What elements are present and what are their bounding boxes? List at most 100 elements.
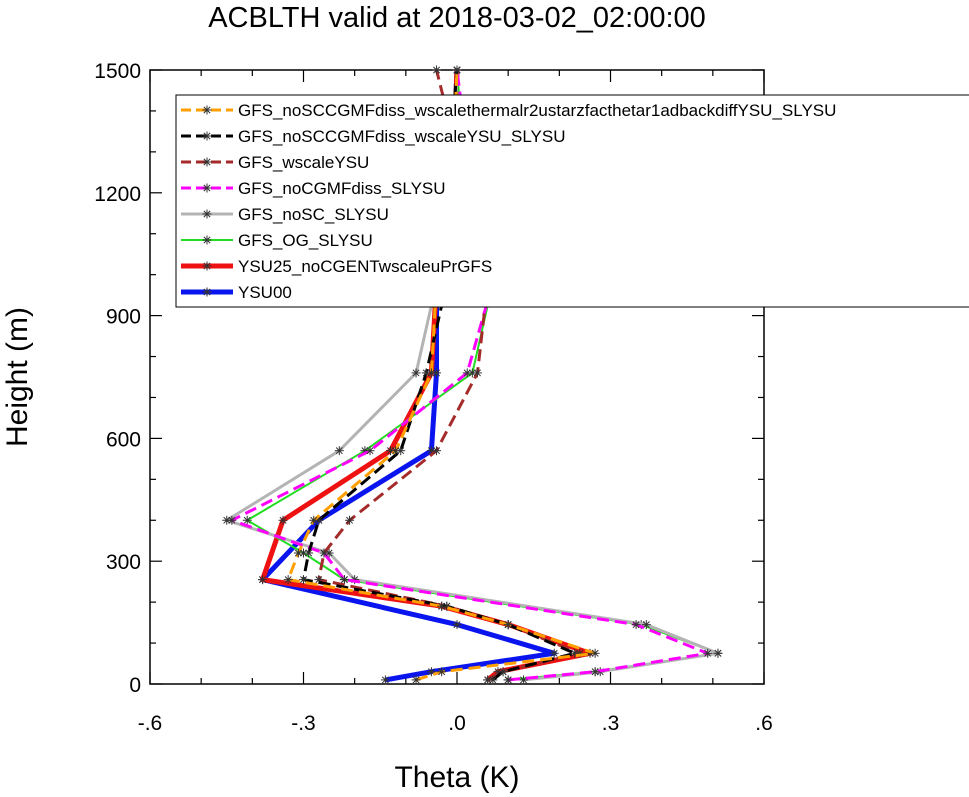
data-point: [283, 575, 293, 585]
data-point: [703, 648, 713, 658]
marker-stroke: [438, 602, 446, 610]
marker-stroke: [386, 447, 394, 455]
x-axis-label: Theta (K): [394, 761, 519, 794]
marker-stroke: [392, 447, 400, 455]
data-point: [590, 667, 600, 677]
legend-marker: [202, 131, 212, 141]
marker-stroke: [473, 369, 481, 377]
legend: GFS_noSCCGMFdiss_wscalethermalr2ustarzfa…: [175, 94, 969, 308]
marker-stroke: [203, 106, 211, 114]
marker-stroke: [422, 369, 430, 377]
marker-stroke: [632, 621, 640, 629]
y-tick-label: 300: [106, 551, 141, 574]
data-point: [304, 548, 314, 558]
data-point: [503, 620, 513, 630]
marker-stroke: [310, 516, 318, 524]
data-point: [319, 548, 329, 558]
x-tick-label: .0: [448, 712, 466, 735]
marker-stroke: [504, 621, 512, 629]
data-point: [498, 667, 508, 677]
data-point: [437, 601, 447, 611]
chart-title: ACBLTH valid at 2018-03-02_02:00:00: [208, 2, 706, 34]
data-point: [590, 648, 600, 658]
data-point: [631, 620, 641, 630]
x-tick-label: .6: [755, 712, 773, 735]
data-point: [426, 368, 436, 378]
x-tick-label: -.6: [138, 712, 163, 735]
data-point: [503, 675, 513, 685]
marker-stroke: [704, 649, 712, 657]
data-point: [549, 648, 559, 658]
marker-stroke: [412, 369, 420, 377]
data-point: [309, 515, 319, 525]
series-line: [230, 69, 710, 682]
marker-stroke: [504, 676, 512, 684]
marker-stroke: [203, 158, 211, 166]
marker-stroke: [203, 288, 211, 296]
marker-stroke: [294, 549, 302, 557]
data-point: [391, 446, 401, 456]
legend-label: GFS_noSCCGMFdiss_wscaleYSU_SLYSU: [238, 127, 566, 146]
marker-stroke: [259, 576, 267, 584]
marker-stroke: [591, 668, 599, 676]
legend-item: YSU25_noCGENTwscaleuPrGFS: [181, 257, 492, 276]
data-point: [452, 620, 462, 630]
marker-stroke: [520, 676, 528, 684]
marker-stroke: [340, 576, 348, 584]
legend-marker: [202, 209, 212, 219]
marker-stroke: [203, 184, 211, 192]
y-tick-label: 900: [106, 306, 141, 329]
legend-item: GFS_wscaleYSU: [181, 153, 369, 172]
marker-stroke: [427, 447, 435, 455]
data-point: [432, 446, 442, 456]
marker-stroke: [315, 576, 323, 584]
data-point: [227, 515, 237, 525]
data-point: [452, 65, 462, 75]
marker-stroke: [305, 549, 313, 557]
data-point: [380, 675, 390, 685]
marker-stroke: [279, 516, 287, 524]
legend-item: GFS_noSCCGMFdiss_wscaleYSU_SLYSU: [181, 127, 566, 146]
y-axis-label: Height (m): [1, 307, 34, 447]
marker-stroke: [315, 516, 323, 524]
data-point: [242, 515, 252, 525]
data-point: [334, 446, 344, 456]
marker-stroke: [433, 369, 441, 377]
legend-marker: [202, 235, 212, 245]
legend-marker: [202, 287, 212, 297]
data-point: [570, 648, 580, 658]
marker-stroke: [223, 516, 231, 524]
marker-stroke: [346, 516, 354, 524]
marker-stroke: [243, 516, 251, 524]
legend-label: GFS_noSC_SLYSU: [238, 205, 389, 224]
marker-stroke: [438, 668, 446, 676]
legend-box: [175, 94, 969, 308]
marker-stroke: [571, 649, 579, 657]
data-point: [345, 515, 355, 525]
marker-stroke: [427, 369, 435, 377]
legend-marker: [202, 183, 212, 193]
y-axis: 0 300 600 900 1200 1500: [94, 60, 764, 697]
legend-label: GFS_OG_SLYSU: [238, 231, 373, 250]
marker-stroke: [468, 369, 476, 377]
data-point: [299, 575, 308, 585]
marker-stroke: [284, 576, 292, 584]
legend-label: GFS_noSCCGMFdiss_wscalethermalr2ustarzfa…: [238, 101, 836, 120]
data-point: [278, 515, 288, 525]
legend-item: GFS_noSC_SLYSU: [181, 205, 389, 224]
x-tick-label: .3: [602, 712, 620, 735]
marker-stroke: [203, 236, 211, 244]
data-point: [713, 648, 723, 658]
marker-stroke: [499, 668, 507, 676]
legend-marker: [202, 261, 212, 271]
y-tick-label: 1500: [94, 60, 141, 83]
marker-stroke: [203, 210, 211, 218]
x-axis: -.6 -.3 .0 .3 .6: [138, 70, 773, 735]
marker-stroke: [591, 649, 599, 657]
marker-stroke: [443, 602, 451, 610]
marker-stroke: [412, 676, 420, 684]
legend-label: GFS_noCGMFdiss_SLYSU: [238, 179, 446, 198]
marker-stroke: [714, 649, 722, 657]
y-tick-label: 600: [106, 428, 141, 451]
